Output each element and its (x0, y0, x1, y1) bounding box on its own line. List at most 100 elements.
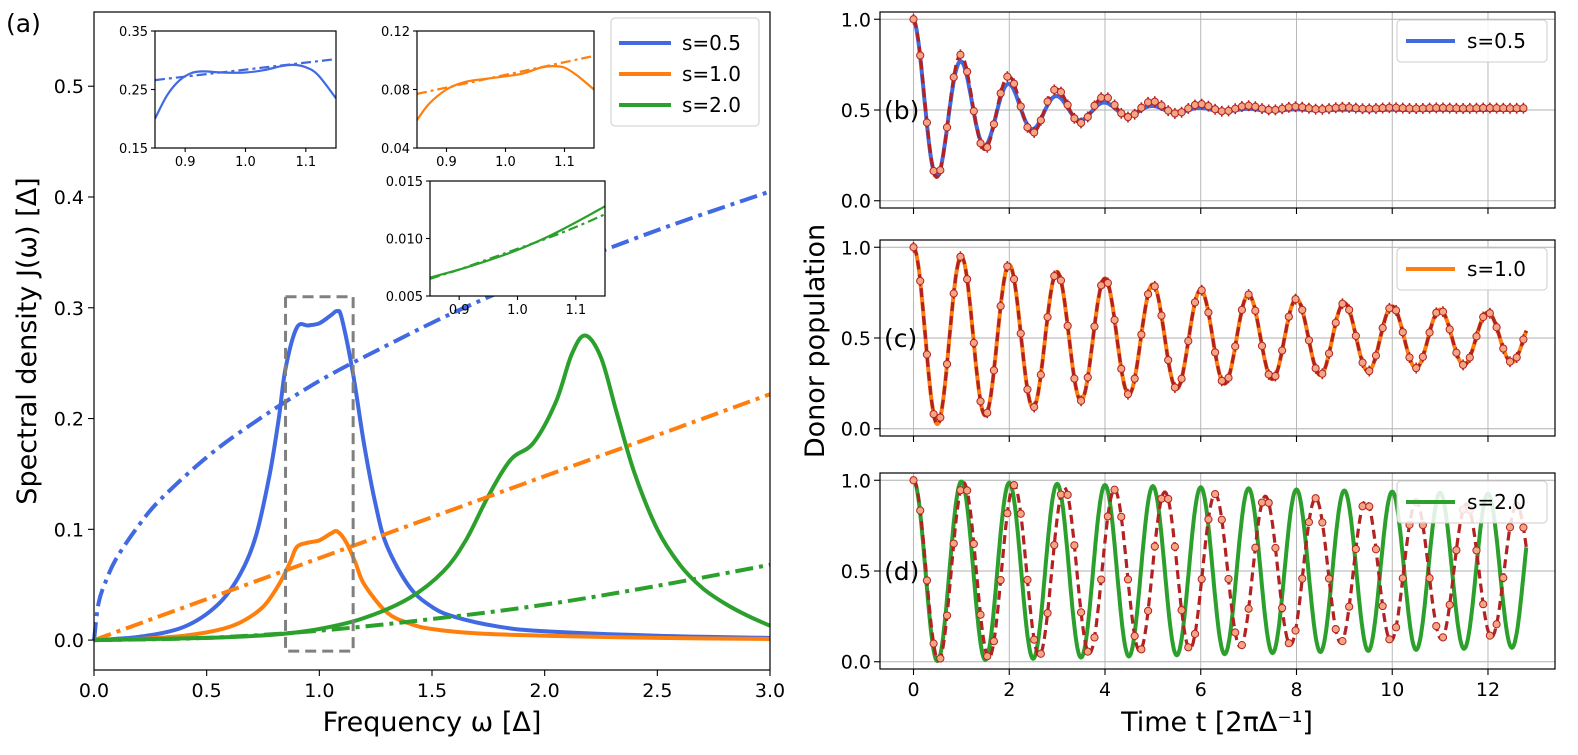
data-point (1117, 109, 1126, 118)
data-point (1123, 575, 1133, 584)
data-point (1097, 575, 1106, 584)
data-point (976, 610, 985, 619)
data-point (1083, 373, 1092, 382)
data-point (1030, 635, 1039, 644)
data-point (1043, 609, 1052, 618)
data-point (1211, 490, 1220, 499)
x-axis-label-time: Time t [2πΔ⁻¹] (1120, 707, 1313, 738)
data-point (909, 15, 918, 24)
inset-background (430, 181, 605, 296)
inset-s10: 0.9 1.0 1.1 0.04 0.08 0.12 (381, 25, 595, 170)
data-point (1130, 110, 1139, 119)
data-point (916, 506, 925, 515)
data-point (936, 654, 945, 663)
inset-y-tick-label: 0.15 (119, 142, 148, 157)
inset-background (155, 31, 336, 148)
data-point (1257, 104, 1267, 113)
data-point (1110, 485, 1119, 494)
legend-box (1396, 247, 1548, 291)
data-point (1318, 105, 1327, 114)
legend-label: s=1.0 (1467, 257, 1526, 281)
data-point (922, 118, 932, 127)
data-point (956, 486, 965, 495)
spectral-curve-s-0-5 (93, 309, 771, 643)
panel-label: (d) (884, 557, 919, 586)
data-point (963, 275, 972, 284)
data-point (1371, 104, 1381, 113)
data-point (1298, 574, 1307, 583)
x-tick-label: 1.5 (417, 680, 447, 702)
y-tick-label: 0.5 (841, 100, 871, 122)
data-point (1231, 628, 1240, 637)
data-point (1143, 290, 1153, 299)
data-point (1284, 639, 1293, 648)
data-point (1184, 337, 1193, 346)
y-tick-label: 0.0 (54, 630, 84, 652)
y-tick-label: 0.0 (841, 191, 871, 213)
data-point (1485, 631, 1494, 640)
data-point (1110, 100, 1119, 110)
x-axis-label-a: Frequency ω [Δ] (323, 707, 542, 738)
data-point (1157, 101, 1166, 110)
x-tick-label: 3.0 (755, 680, 785, 702)
data-point (1298, 305, 1307, 314)
data-point (1472, 546, 1481, 555)
panel-label: (c) (884, 324, 917, 353)
data-point (1137, 645, 1146, 654)
legend: s=1.0 (1396, 247, 1548, 291)
data-point (1237, 102, 1247, 111)
data-point (1184, 643, 1193, 652)
data-point (1304, 104, 1314, 113)
data-point (1432, 308, 1441, 317)
data-point (1412, 104, 1421, 113)
legend: s=0.5 (1396, 19, 1548, 63)
inset-x-tick-label: 1.0 (507, 303, 528, 318)
data-point (936, 166, 945, 175)
data-point (1465, 104, 1474, 113)
x-tick-label: 1.0 (304, 680, 334, 702)
y-tick-label: 0.0 (841, 652, 871, 674)
data-point (989, 637, 999, 646)
data-point (1385, 635, 1394, 644)
data-point (1365, 104, 1374, 113)
x-tick-label: 12 (1476, 679, 1500, 701)
inset-x-tick-label: 1.0 (235, 155, 256, 170)
data-point (1412, 363, 1421, 373)
data-point (1164, 494, 1173, 504)
data-point (1499, 573, 1508, 582)
data-point (989, 120, 999, 129)
data-point (1224, 106, 1233, 115)
data-point (1237, 640, 1247, 650)
inset-background (417, 31, 594, 148)
x-tick-label: 2.5 (642, 680, 672, 702)
data-point (1264, 105, 1273, 115)
data-point (1110, 315, 1119, 325)
data-point (1271, 105, 1280, 114)
data-point (1479, 103, 1488, 113)
data-point (1224, 373, 1233, 382)
data-point (922, 350, 932, 359)
inset-y-tick-label: 0.010 (386, 233, 423, 248)
data-point (1445, 325, 1454, 334)
data-point (1298, 103, 1307, 112)
data-point (1291, 102, 1300, 111)
data-point (1003, 509, 1012, 518)
data-point (1445, 103, 1454, 113)
data-point (1103, 278, 1112, 288)
data-point (1090, 101, 1099, 110)
legend-label-s05: s=0.5 (682, 31, 741, 55)
data-point (1217, 376, 1226, 385)
data-point (1291, 626, 1300, 635)
data-point (1009, 481, 1019, 490)
data-point (1318, 518, 1327, 527)
legend-label: s=2.0 (1467, 490, 1526, 514)
measured-points (909, 476, 1528, 663)
data-point (989, 366, 999, 375)
data-point (1291, 295, 1300, 304)
data-point (1479, 312, 1488, 322)
data-point (1003, 72, 1012, 81)
data-point (1385, 103, 1394, 112)
data-point (1257, 498, 1267, 507)
data-point (1499, 104, 1508, 113)
data-point (1150, 97, 1159, 106)
